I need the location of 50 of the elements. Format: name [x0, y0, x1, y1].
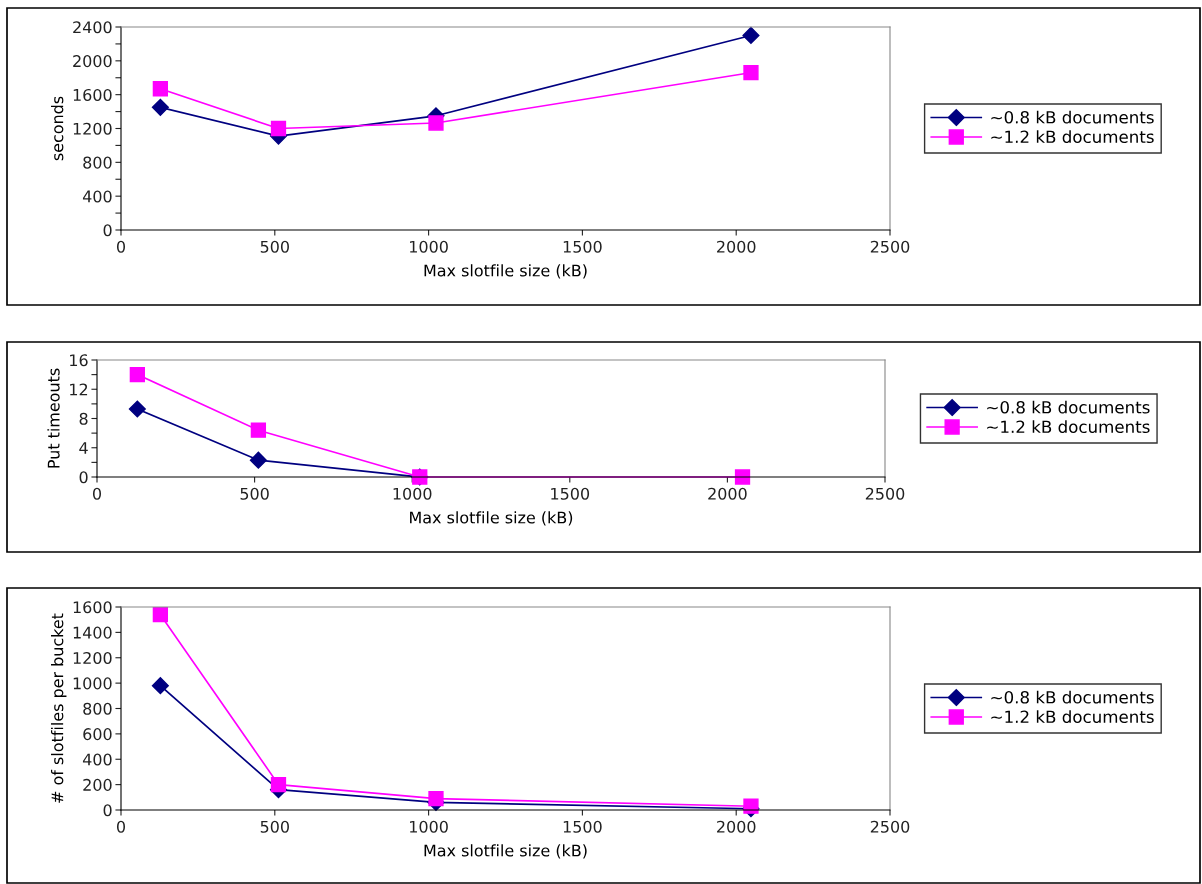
y-tick-label: 16 [70, 354, 88, 367]
y-axis-title: Put timeouts [47, 368, 60, 468]
x-axis-title: Max slotfile size (kB) [424, 264, 587, 279]
y-tick-label: 1400 [73, 626, 112, 639]
x-tick-label: 0 [116, 820, 126, 833]
x-axis-title: Max slotfile size (kB) [410, 511, 573, 526]
y-tick-label: 0 [103, 804, 112, 817]
y-tick-label: 1000 [73, 677, 112, 690]
y-tick-label: 600 [83, 728, 112, 741]
y-tick-label: 2000 [73, 55, 112, 68]
y-tick-label: 0 [79, 471, 88, 484]
x-tick-label: 2500 [870, 820, 910, 833]
x-tick-label: 0 [116, 240, 126, 253]
y-tick-label: 800 [83, 702, 112, 715]
x-tick-label: 500 [240, 487, 269, 500]
legend-label: ~0.8 kB documents [987, 400, 1150, 414]
x-tick-label: 500 [260, 820, 289, 833]
y-tick-label: 1600 [73, 601, 112, 614]
legend-label: ~0.8 kB documents [991, 690, 1154, 704]
y-tick-label: 2400 [73, 21, 112, 34]
legend-label: ~0.8 kB documents [991, 110, 1154, 124]
x-tick-label: 1500 [551, 487, 590, 500]
y-tick-label: 4 [79, 442, 88, 454]
x-tick-label: 1000 [393, 487, 432, 500]
y-axis-title: # of slotfiles per bucket [51, 613, 67, 803]
x-tick-label: 1500 [563, 240, 602, 253]
y-tick-label: 1200 [73, 122, 112, 135]
y-tick-label: 8 [79, 412, 88, 425]
x-tick-label: 2500 [865, 487, 905, 500]
y-tick-label: 0 [103, 224, 112, 237]
y-tick-label: 400 [82, 190, 112, 203]
x-tick-label: 2000 [708, 487, 747, 500]
y-axis-title: seconds [51, 96, 64, 161]
legend-label: ~1.2 kB documents [987, 420, 1150, 434]
legend-label: ~1.2 kB documents [991, 710, 1154, 724]
x-tick-label: 1000 [410, 820, 448, 833]
x-tick-label: 2000 [717, 820, 756, 833]
x-tick-label: 2000 [717, 240, 756, 253]
x-tick-label: 1500 [563, 820, 602, 833]
x-tick-label: 500 [260, 240, 289, 253]
y-tick-label: 200 [83, 778, 112, 791]
y-tick-label: 12 [70, 383, 88, 396]
x-axis-title: Max slotfile size (kB) [424, 844, 587, 859]
legend-label: ~1.2 kB documents [991, 130, 1154, 144]
x-tick-label: 1000 [410, 240, 448, 253]
x-tick-label: 2500 [870, 240, 910, 253]
y-tick-label: 1600 [73, 88, 112, 101]
y-tick-label: 800 [83, 156, 112, 169]
y-tick-label: 1200 [73, 651, 112, 665]
y-tick-label: 400 [82, 753, 112, 766]
